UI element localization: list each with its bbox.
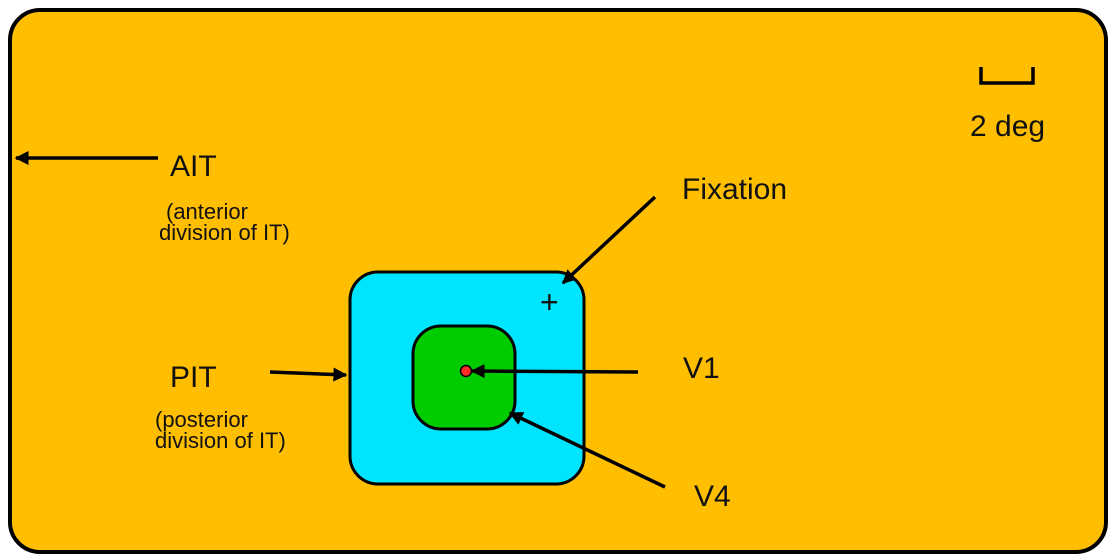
fixation-arrow: [561, 195, 657, 285]
v1-arrow: [470, 364, 639, 379]
pit-label: PIT: [170, 361, 217, 394]
pit-description-line1: (posterior: [155, 407, 248, 432]
v4-label: V4: [694, 480, 731, 513]
v4-arrow: [508, 411, 666, 489]
pit-description-line2: division of IT): [155, 428, 286, 453]
v1-point: [459, 364, 473, 378]
scale-bar-icon: [979, 67, 1035, 85]
ait-description-line2: division of IT): [159, 220, 290, 245]
ait-label: AIT: [170, 150, 217, 183]
v1-label: V1: [683, 352, 720, 385]
fixation-marker: +: [540, 284, 559, 320]
v4-region: [411, 324, 517, 431]
fixation-label: Fixation: [682, 173, 787, 206]
scale-label: 2 deg: [970, 110, 1045, 143]
pit-arrow: [269, 367, 348, 382]
ait-description-line1: (anterior: [166, 199, 248, 224]
